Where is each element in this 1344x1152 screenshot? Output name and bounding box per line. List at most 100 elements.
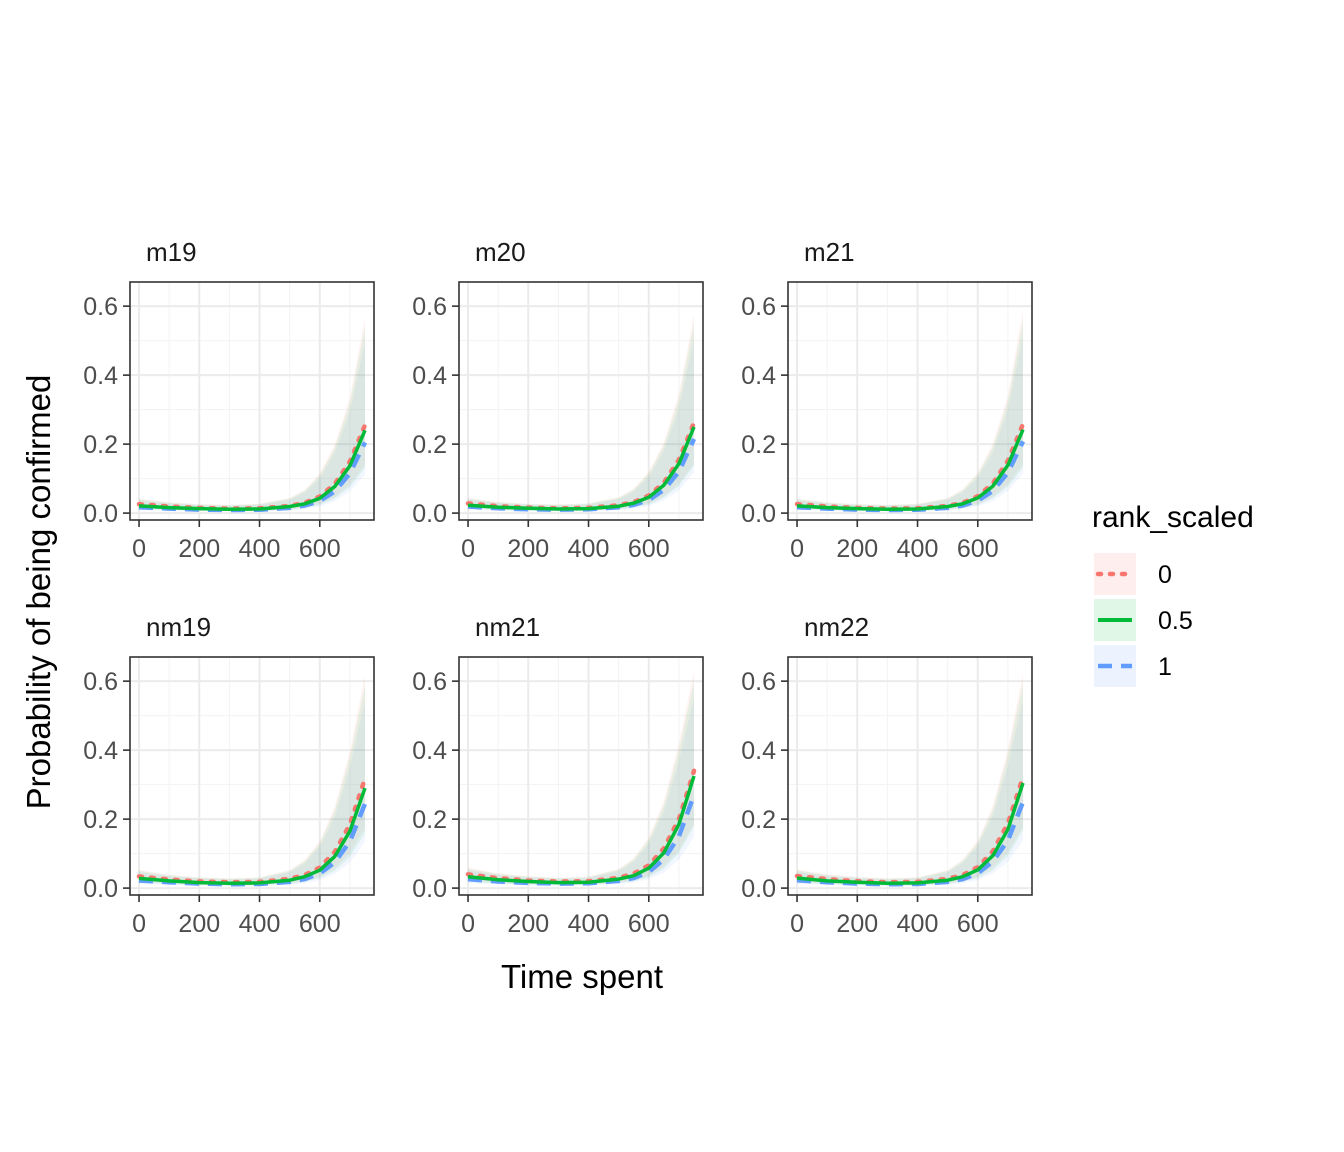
panel-data: [136, 317, 368, 513]
panel-background: [459, 282, 703, 520]
x-tick-label: 0: [790, 910, 804, 938]
ribbon-rank-1: [139, 700, 365, 886]
facet-panels: m19 0.0 0.2 0.4 0.6 0 200 400 600 m20 0.0 0.2 0.4 0.6…: [83, 237, 1033, 938]
panel-data: [465, 313, 697, 512]
y-tick-label: 0.2: [83, 431, 118, 459]
legend: rank_scaled 0 0.5 1: [1092, 501, 1254, 687]
x-tick-label: 600: [628, 910, 670, 938]
panel-data: [136, 674, 368, 887]
ribbon-rank-0.5: [139, 326, 365, 511]
x-tick-label: 0: [132, 910, 146, 938]
panel-background: [130, 282, 374, 520]
y-tick-label: 0.4: [412, 362, 447, 390]
y-tick-label: 0.2: [83, 806, 118, 834]
y-tick-label: 0.0: [741, 500, 776, 528]
facet-title: nm22: [804, 612, 869, 642]
y-tick-label: 0.6: [412, 668, 447, 696]
legend-entry-0: 0: [1094, 553, 1172, 595]
line-rank-0.5: [796, 428, 1025, 512]
x-tick-label: 0: [132, 535, 146, 563]
panel-data: [794, 672, 1026, 887]
y-tick-label: 0.6: [741, 668, 776, 696]
ribbon-rank-1: [797, 335, 1023, 512]
legend-label: 0.5: [1158, 607, 1193, 635]
ribbon-rank-1: [797, 699, 1023, 886]
legend-entry-1: 1: [1094, 645, 1172, 687]
facet-title: m20: [475, 237, 526, 267]
y-tick-label: 0.4: [83, 362, 118, 390]
x-tick-label: 200: [178, 910, 220, 938]
x-tick-label: 600: [299, 535, 341, 563]
line-rank-0.5: [138, 787, 367, 886]
legend-entry-0.5: 0.5: [1094, 599, 1193, 641]
panel-border: [129, 656, 375, 896]
legend-label: 0: [1158, 561, 1172, 589]
facet-panel-m19: m19 0.0 0.2 0.4 0.6 0 200 400 600: [83, 237, 375, 563]
x-tick-label: 200: [836, 910, 878, 938]
y-axis-title: Probability of being confirmed: [20, 375, 57, 810]
x-tick-label: 0: [790, 535, 804, 563]
line-rank-0.5: [467, 775, 696, 885]
facet-panel-nm22: nm22 0.0 0.2 0.4 0.6 0 200 400 600: [741, 612, 1033, 938]
x-tick-label: 400: [239, 535, 281, 563]
x-tick-label: 600: [299, 910, 341, 938]
x-tick-label: 200: [836, 535, 878, 563]
y-tick-label: 0.6: [412, 293, 447, 321]
panel-background: [788, 282, 1032, 520]
panel-border: [787, 656, 1033, 896]
x-axis-title: Time spent: [501, 958, 663, 995]
x-tick-label: 400: [897, 535, 939, 563]
x-tick-label: 200: [507, 910, 549, 938]
y-tick-label: 0.6: [741, 293, 776, 321]
facet-panel-m20: m20 0.0 0.2 0.4 0.6 0 200 400 600: [412, 237, 704, 563]
facet-title: m21: [804, 237, 855, 267]
ribbon-rank-1: [468, 338, 694, 512]
facet-title: nm21: [475, 612, 540, 642]
y-tick-label: 0.0: [83, 500, 118, 528]
x-tick-label: 600: [628, 535, 670, 563]
facet-panel-nm21: nm21 0.0 0.2 0.4 0.6 0 200 400 600: [412, 612, 704, 938]
x-tick-label: 400: [568, 535, 610, 563]
x-tick-label: 400: [897, 910, 939, 938]
x-tick-label: 200: [507, 535, 549, 563]
panel-border: [129, 281, 375, 521]
x-tick-label: 600: [957, 910, 999, 938]
panel-border: [458, 656, 704, 896]
y-tick-label: 0.4: [83, 737, 118, 765]
x-tick-label: 200: [178, 535, 220, 563]
y-tick-label: 0.4: [412, 737, 447, 765]
legend-title: rank_scaled: [1092, 501, 1254, 534]
ribbon-rank-0.5: [797, 319, 1023, 511]
y-tick-label: 0.0: [741, 875, 776, 903]
x-tick-label: 400: [568, 910, 610, 938]
facet-panel-nm19: nm19 0.0 0.2 0.4 0.6 0 200 400 600: [83, 612, 375, 938]
y-tick-label: 0.2: [412, 431, 447, 459]
facet-title: nm19: [146, 612, 211, 642]
x-tick-label: 0: [461, 910, 475, 938]
panel-background: [130, 657, 374, 895]
x-tick-label: 0: [461, 535, 475, 563]
y-tick-label: 0.0: [83, 875, 118, 903]
panel-border: [458, 281, 704, 521]
line-rank-0.5: [467, 426, 696, 511]
y-tick-label: 0.6: [83, 293, 118, 321]
line-rank-0.5: [796, 782, 1025, 886]
panel-data: [794, 310, 1026, 513]
line-rank-0.5: [138, 429, 367, 512]
facet-title: m19: [146, 237, 197, 267]
y-tick-label: 0.0: [412, 875, 447, 903]
y-tick-label: 0.2: [741, 806, 776, 834]
facet-panel-m21: m21 0.0 0.2 0.4 0.6 0 200 400 600: [741, 237, 1033, 563]
panel-data: [465, 670, 697, 886]
ribbon-rank-1: [139, 341, 365, 512]
legend-label: 1: [1158, 653, 1172, 681]
y-tick-label: 0.4: [741, 362, 776, 390]
y-tick-label: 0.4: [741, 737, 776, 765]
x-tick-label: 400: [239, 910, 281, 938]
y-tick-label: 0.0: [412, 500, 447, 528]
y-tick-label: 0.2: [412, 806, 447, 834]
y-tick-label: 0.2: [741, 431, 776, 459]
y-tick-label: 0.6: [83, 668, 118, 696]
